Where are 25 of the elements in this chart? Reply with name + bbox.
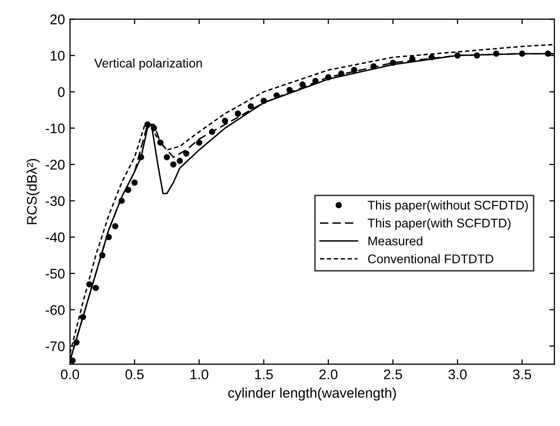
y-tick-label: -60 xyxy=(46,305,65,315)
y-tick-label: -10 xyxy=(46,123,65,134)
y-tick-label: 20 xyxy=(50,14,65,24)
y-tick-label: -40 xyxy=(46,232,65,242)
x-tick-label: 2.5 xyxy=(384,369,402,380)
x-tick-label: 0.0 xyxy=(60,369,80,380)
x-tick-label: 1.0 xyxy=(190,369,208,380)
x-tick-label: 3.5 xyxy=(512,369,532,380)
y-tick-label: -50 xyxy=(46,268,65,279)
legend-label: This paper(without SCFDTD) xyxy=(368,200,528,212)
legend-label: Measured xyxy=(368,236,422,246)
y-tick-label: -30 xyxy=(46,196,65,206)
y-tick-label: 10 xyxy=(50,50,65,61)
x-tick-label: 3.0 xyxy=(448,369,467,380)
y-axis-title: RCS(dBλ²) xyxy=(26,158,40,224)
legend-label: Conventional FDTDTD xyxy=(368,254,494,264)
y-tick-label: -20 xyxy=(46,160,65,170)
legend-label: This paper(with SCFDTD) xyxy=(368,218,510,230)
y-tick-label: -70 xyxy=(46,341,65,352)
x-tick-label: 2.0 xyxy=(319,369,338,380)
annotation: Vertical polarization xyxy=(94,58,202,70)
y-tick-label: 0 xyxy=(58,87,65,97)
x-axis-title: cylinder length(wavelength) xyxy=(228,388,396,401)
x-tick-label: 1.5 xyxy=(255,370,273,380)
x-tick-label: 0.5 xyxy=(125,369,144,380)
